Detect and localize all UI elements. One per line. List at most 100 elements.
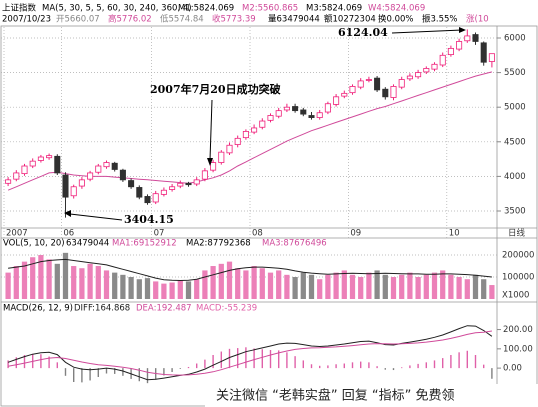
y-tick-label: 4000 xyxy=(504,172,526,182)
unit-label: X1000 xyxy=(502,291,529,301)
x-tick-label: 10 xyxy=(449,229,460,239)
axis-label: 日线 xyxy=(508,228,526,239)
candle-body xyxy=(324,103,331,113)
volume-bar xyxy=(259,268,265,299)
x-tick-label: 09 xyxy=(350,229,361,239)
volume-bar xyxy=(95,266,101,299)
volume-bar xyxy=(325,274,331,299)
volume-bar xyxy=(30,257,36,299)
header-item: 振3.55% xyxy=(422,14,458,25)
annotation: 2007年7月20日成功突破 xyxy=(150,82,281,96)
volume-bar xyxy=(407,272,413,299)
volume-bar xyxy=(366,272,372,299)
candle-body xyxy=(406,75,413,80)
volume-bar xyxy=(128,277,134,299)
candle-body xyxy=(480,42,487,63)
volume-bar xyxy=(431,272,438,299)
volume-bar xyxy=(415,277,421,299)
candle-body xyxy=(177,182,184,187)
volume-bar xyxy=(481,279,487,299)
legend-item: MA3:87676496 xyxy=(262,239,327,249)
candle-body xyxy=(226,144,233,154)
candle-body xyxy=(152,193,159,203)
header-item: M1:5824.069 xyxy=(178,4,234,14)
watermark: 关注微信 “老韩实盘” 回复 “指标” 免费领 xyxy=(216,388,454,404)
y-tick-label: 0.00 xyxy=(503,364,522,374)
annotation: 3404.15 xyxy=(124,213,174,226)
candle-body xyxy=(103,162,110,168)
candle-body xyxy=(210,162,217,171)
candle-body xyxy=(300,109,307,115)
y-tick-label: 5000 xyxy=(504,103,526,113)
volume-bar xyxy=(103,270,110,299)
y-tick-label: 6000 xyxy=(504,34,526,44)
header-item: 开5660.07 xyxy=(56,15,100,25)
volume-bar xyxy=(251,266,257,299)
candle-body xyxy=(136,187,143,198)
candle-body xyxy=(70,186,77,197)
x-tick-label: 07 xyxy=(154,229,165,239)
candle-body xyxy=(37,156,44,161)
header-item: 量63479044 xyxy=(268,15,320,25)
candle-body xyxy=(234,137,241,145)
header-item: M3:5824.069 xyxy=(306,4,362,14)
candle-body xyxy=(439,54,446,66)
candle-body xyxy=(316,112,323,118)
candle-body xyxy=(242,131,249,139)
y-tick-label: 200.00 xyxy=(503,325,533,335)
volume-bar xyxy=(390,277,397,299)
arrow-head xyxy=(459,27,466,33)
candle-body xyxy=(283,106,290,111)
candle-body xyxy=(333,96,340,105)
volume-bar xyxy=(382,274,388,299)
volume-bar xyxy=(308,274,315,299)
volume-bar xyxy=(177,280,183,299)
candle-body xyxy=(128,180,135,188)
candle-body xyxy=(456,41,463,50)
volume-bar xyxy=(243,270,249,299)
volume-bar xyxy=(54,263,60,299)
volume-bar xyxy=(448,274,454,299)
header-item: 额10272304 xyxy=(324,14,376,25)
candle-body xyxy=(308,115,315,118)
volume-bar xyxy=(202,270,208,299)
y-tick-label: 5500 xyxy=(504,68,526,78)
header-item: W4:5824.069 xyxy=(368,4,425,14)
volume-bar xyxy=(292,277,298,299)
header-item: 高5776.02 xyxy=(108,14,152,25)
legend-item: MA2:87792368 xyxy=(186,239,251,249)
volume-bar xyxy=(341,270,347,299)
volume-bar xyxy=(333,272,339,299)
legend-item: DIFF:164.868 xyxy=(74,304,130,314)
volume-bar xyxy=(317,279,323,299)
candle-body xyxy=(13,172,20,180)
y-tick-label: 4500 xyxy=(504,137,526,147)
volume-bar xyxy=(144,278,151,299)
volume-bar xyxy=(489,285,495,299)
header-item: MA(5, 30, 5, 5, 60, 30, 240, 360, 4) xyxy=(42,4,192,14)
header-item: 2007/10/23 xyxy=(2,15,51,25)
candle-body xyxy=(111,162,118,170)
legend-item: MA1:69152912 xyxy=(112,239,177,249)
volume-bar xyxy=(374,270,380,299)
candle-body xyxy=(267,115,274,121)
candle-body xyxy=(415,72,422,78)
volume-bar xyxy=(358,277,364,299)
candle-body xyxy=(390,86,397,98)
candle-body xyxy=(398,79,405,88)
panel-title: MACD(26, 12, 9) xyxy=(3,304,73,314)
volume-bar xyxy=(5,272,11,299)
header-item: 收5773.39 xyxy=(212,14,256,25)
candle-body xyxy=(472,34,479,42)
candle-body xyxy=(119,169,126,181)
volume-bar xyxy=(153,281,159,299)
candle-body xyxy=(349,86,356,94)
volume-bar xyxy=(185,281,192,299)
x-tick-label: 2007 xyxy=(6,229,28,239)
volume-bar xyxy=(79,268,85,299)
candle-body xyxy=(185,182,192,186)
panel-title: VOL(5, 10, 20) xyxy=(3,239,65,249)
arrow-head xyxy=(64,210,71,217)
volume-bar xyxy=(120,274,126,299)
